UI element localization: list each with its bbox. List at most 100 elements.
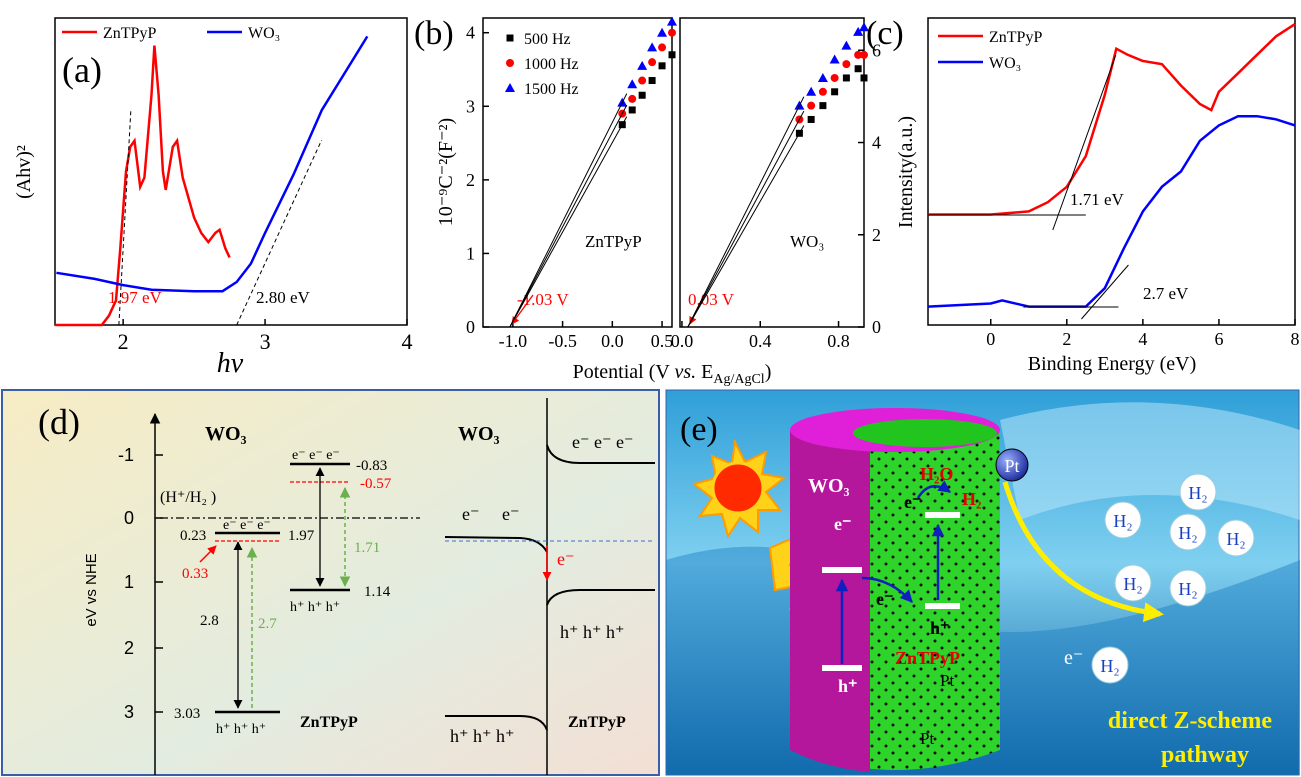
point (842, 60, 851, 69)
chart: 0.0 0.4 0.8 0 2 4 6 0.03 V WO₃ (671, 17, 881, 351)
x-tick-label: -0.5 (548, 331, 577, 351)
fit-line (687, 110, 805, 328)
axis-label: eV vs NHE (83, 553, 100, 626)
tangent-line (118, 109, 132, 326)
sun (691, 438, 787, 539)
point (668, 28, 676, 37)
product: H₂ (1100, 656, 1119, 676)
fit-line (509, 93, 628, 328)
level-label: 1.14 (364, 584, 391, 600)
pt-label: Pt (920, 729, 934, 748)
point (627, 79, 638, 89)
fit-line (687, 96, 805, 328)
y-tick-label: 2 (872, 225, 881, 245)
plot-frame (482, 17, 673, 328)
plot-frame (54, 17, 408, 326)
point (807, 101, 816, 110)
x-axis-label: Binding Energy (eV) (1028, 353, 1197, 375)
x-tick-label: 0.4 (749, 331, 772, 351)
fit-line (687, 125, 805, 328)
level-label: 0.33 (182, 566, 208, 582)
band-edge (546, 589, 655, 606)
point (853, 26, 864, 36)
cylinder-top-inner (853, 419, 997, 447)
point (860, 74, 868, 82)
x-tick-label: 2 (1062, 329, 1071, 349)
pt-particle (995, 448, 1029, 482)
carrier: h⁺ (930, 618, 950, 638)
carriers: h⁺ h⁺ h⁺ (290, 600, 340, 615)
arrow (199, 545, 217, 563)
x-tick-label: 4 (1138, 329, 1147, 349)
x-tick-label: 0.0 (601, 331, 624, 351)
y-axis-label: 10⁻⁹C⁻²(F⁻²) (435, 118, 457, 226)
legend-label: WO₃ (989, 55, 1021, 72)
pt-label: Pt (940, 671, 954, 690)
title: ZnTPyP (300, 714, 358, 731)
x-axis-label-part: Potential (V (573, 361, 675, 383)
x-tick-label: 3 (260, 329, 271, 354)
axis-tick-label: 2 (124, 638, 134, 658)
point (658, 43, 667, 52)
axis-tick-label: 0 (124, 508, 134, 528)
carrier: e⁻ (462, 504, 480, 524)
point (657, 27, 668, 37)
point (506, 34, 514, 42)
point (668, 51, 676, 59)
panel-label: (e) (680, 411, 718, 448)
series-line (928, 23, 1296, 216)
annotation: 1.71 eV (1070, 190, 1125, 209)
annotation-arrow (511, 294, 534, 325)
pt-particles (870, 430, 1000, 773)
annotation: -1.03 V (517, 290, 569, 309)
axis-tick-label: 1 (124, 572, 134, 592)
point (842, 74, 850, 82)
caption: direct Z-scheme (1108, 708, 1273, 734)
axis-ticks (155, 454, 163, 713)
point (860, 50, 868, 59)
carriers: h⁺ h⁺ h⁺ (450, 726, 515, 746)
series-line (927, 114, 1296, 308)
point (647, 42, 658, 52)
product: H₂ (1178, 579, 1197, 599)
point (854, 65, 862, 73)
tangent-line (1052, 54, 1117, 231)
material-label: ZnTPyP (895, 648, 960, 668)
panel-label: (a) (62, 50, 102, 90)
point (817, 72, 828, 82)
point (658, 62, 666, 70)
carrier: e⁻ (876, 589, 894, 609)
panel-e: (e) WO₃ e⁻ e⁻ e⁻ h⁺ h⁺ H₂O H₂ Pt (665, 389, 1300, 776)
y-tick-label: 4 (466, 23, 475, 43)
x-tick-label: 2 (118, 329, 129, 354)
carrier: h⁺ (838, 676, 858, 696)
tangent-line (1081, 264, 1129, 320)
x-axis-label-part: Ag/AgCl (713, 372, 764, 387)
annotation: ZnTPyP (585, 232, 642, 251)
chart: 0 2 4 6 8 ZnTPyP WO₃ 1.71 eV 2.7 eV (c) Intensity(… (866, 15, 1300, 375)
carriers: e⁻ e⁻ e⁻ (223, 518, 271, 533)
panel-label: (b) (414, 15, 454, 52)
arrow (1002, 481, 1164, 623)
carriers: h⁺ h⁺ h⁺ (216, 722, 266, 737)
legend-label: ZnTPyP (989, 29, 1042, 46)
point (818, 87, 827, 96)
title: WO₃ (458, 423, 500, 445)
product: H₂ (1188, 483, 1207, 503)
y-tick-label: 0 (466, 317, 475, 337)
wave (1000, 402, 1300, 520)
annotation: 2.7 eV (1143, 284, 1189, 303)
level-label: 0.23 (180, 528, 206, 544)
fit-line (509, 116, 628, 328)
gap-label: 2.7 (258, 616, 277, 632)
x-axis-label: Potential (V vs. EAg/AgCl) (573, 361, 772, 387)
panel-d-frame (1, 389, 660, 776)
x-tick-label: 6 (1214, 329, 1223, 349)
level-label: -0.83 (356, 458, 387, 474)
plot-frame (927, 17, 1296, 326)
series-line (56, 35, 369, 293)
carrier: e⁻ (834, 514, 852, 534)
axis-tick-label: 3 (124, 702, 134, 722)
product: H₂ (1178, 523, 1197, 543)
